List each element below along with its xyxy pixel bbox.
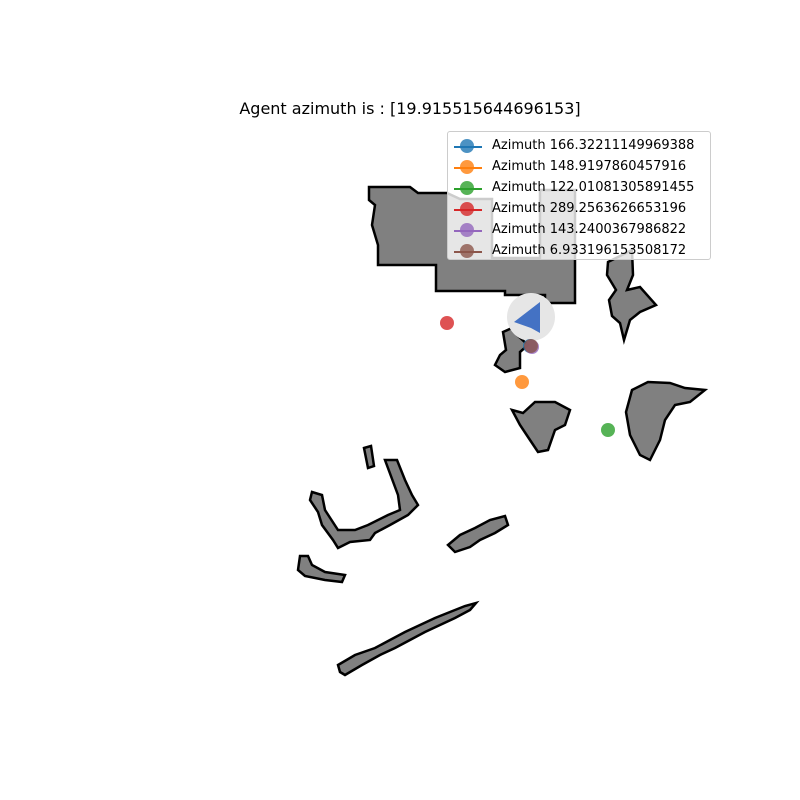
legend-marker (460, 160, 474, 174)
legend-marker (460, 202, 474, 216)
legend-entry: Azimuth 148.9197860457916 (448, 157, 710, 177)
legend-label: Azimuth 148.9197860457916 (492, 159, 687, 174)
target-point (524, 339, 538, 353)
legend-label: Azimuth 122.01081305891455 (492, 180, 695, 195)
legend-marker (460, 244, 474, 258)
legend-entry: Azimuth 289.2563626653196 (448, 199, 710, 219)
target-point (440, 316, 454, 330)
legend-label: Azimuth 6.933196153508172 (492, 243, 687, 258)
obstacle-left-bottom (296, 554, 347, 584)
legend-label: Azimuth 143.2400367986822 (492, 222, 687, 237)
legend-entry: Azimuth 122.01081305891455 (448, 178, 710, 198)
obstacle-right-blob (624, 380, 709, 462)
legend-label: Azimuth 289.2563626653196 (492, 201, 687, 216)
target-point (601, 423, 615, 437)
obstacle-diagonal-2 (336, 600, 480, 677)
obstacle-left-spike (362, 444, 376, 470)
obstacle-middle-blob (509, 400, 572, 454)
obstacle-left-shape (308, 458, 420, 550)
obstacle-diagonal-1 (446, 514, 510, 554)
legend-entry: Azimuth 6.933196153508172 (448, 241, 710, 261)
legend-marker (460, 223, 474, 237)
legend-marker (460, 139, 474, 153)
map-title: Agent azimuth is : [19.915515644696153] (239, 99, 581, 118)
arrow-icon (514, 302, 540, 333)
legend: Azimuth 166.32211149969388 Azimuth 148.91… (447, 131, 711, 260)
legend-marker (460, 181, 474, 195)
legend-entry: Azimuth 166.32211149969388 (448, 136, 710, 156)
legend-label: Azimuth 166.32211149969388 (492, 138, 695, 153)
target-points (440, 316, 615, 437)
target-point (515, 375, 529, 389)
obstacle-right-top (605, 248, 659, 345)
legend-entry: Azimuth 143.2400367986822 (448, 220, 710, 240)
